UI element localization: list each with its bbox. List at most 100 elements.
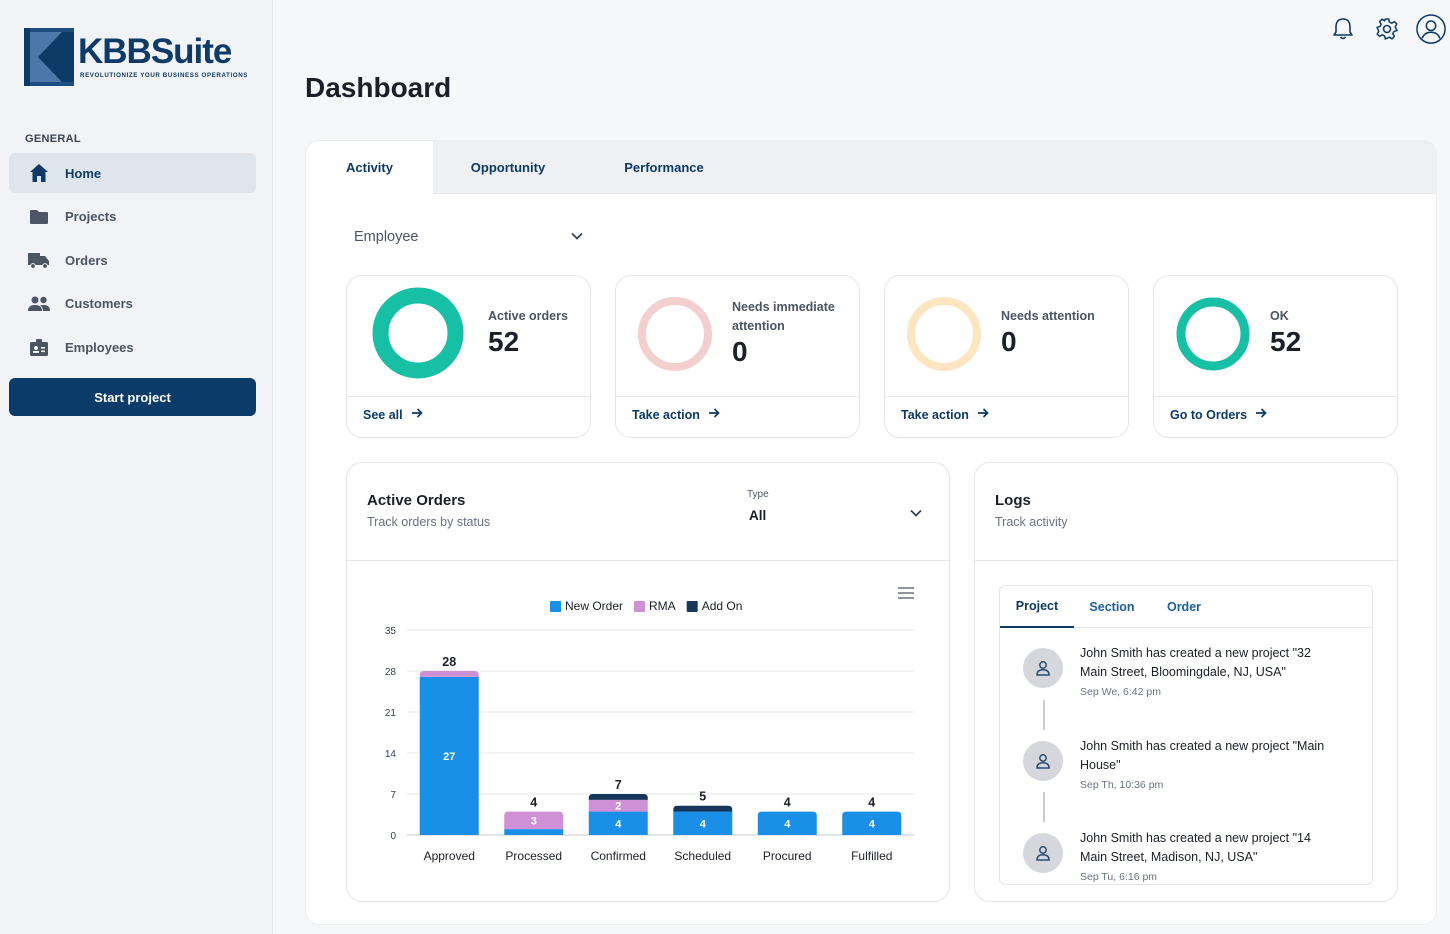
go-to-orders-link[interactable]: Go to Orders — [1170, 407, 1267, 422]
stat-card-needs-attention: Needs attention 0 Take action — [884, 275, 1129, 438]
bar-segment-label: 2 — [615, 801, 621, 813]
x-tick-label: Approved — [424, 849, 475, 863]
brand-logo[interactable]: KBBSuite REVOLUTIONIZE YOUR BUSINESS OPE… — [22, 28, 252, 88]
sidebar-item-label: Customers — [65, 296, 133, 311]
legend-swatch — [634, 601, 646, 612]
logs-panel: Project Section Order John Smith has cre… — [999, 585, 1373, 885]
bar-total-label: 28 — [442, 655, 456, 669]
log-time: Sep We, 6:42 pm — [1080, 686, 1161, 698]
stat-value: 0 — [732, 336, 748, 367]
take-action-link[interactable]: Take action — [632, 407, 720, 422]
sidebar-item-label: Orders — [65, 252, 108, 268]
bar-segment — [842, 811, 902, 835]
sidebar-item-customers[interactable]: Customers — [9, 284, 256, 324]
page-title: Dashboard — [305, 72, 452, 103]
user-icon — [1023, 741, 1063, 781]
x-tick-label: Scheduled — [674, 849, 731, 863]
sidebar-item-projects[interactable]: Projects — [9, 197, 256, 237]
stat-value: 52 — [488, 326, 520, 357]
user-icon — [1023, 833, 1063, 873]
truck-icon — [28, 249, 50, 271]
tab-bar: Activity Opportunity Performance — [306, 141, 1436, 194]
type-select[interactable]: Type All — [747, 489, 923, 529]
type-select-value: All — [749, 508, 767, 523]
arrow-right-icon — [411, 407, 423, 422]
active-orders-subtitle: Track orders by status — [367, 515, 491, 529]
link-label: Take action — [901, 407, 969, 422]
stat-card-active-orders: Active orders 52 See all — [346, 275, 591, 438]
logs-subtitle: Track activity — [995, 515, 1068, 529]
card-divider — [1154, 396, 1397, 397]
badge-icon — [28, 336, 50, 358]
active-orders-card: Active Orders Track orders by status Typ… — [346, 462, 950, 902]
bar-segment — [757, 811, 817, 835]
bar-total-label: 4 — [784, 796, 791, 810]
log-message: John Smith has created a new project "Ma… — [1080, 739, 1325, 772]
donut-ring — [372, 287, 464, 379]
x-tick-label: Confirmed — [591, 849, 646, 863]
chevron-down-icon — [570, 228, 584, 246]
stat-card-needs-immediate-attention: Needs immediate attention 0 Take action — [615, 275, 860, 438]
tab-activity[interactable]: Activity — [306, 141, 433, 194]
bar-segment-label: 4 — [869, 818, 876, 830]
legend-label: RMA — [649, 599, 676, 613]
logs-title: Logs — [995, 492, 1031, 509]
type-select-label: Type — [747, 489, 769, 500]
see-all-link[interactable]: See all — [363, 407, 423, 422]
bar-total-label: 4 — [530, 796, 537, 810]
bar-segment — [673, 811, 733, 835]
bar-segment — [419, 671, 479, 677]
logs-tab-order[interactable]: Order — [1166, 600, 1202, 614]
logs-tab-bar: Project Section Order — [1000, 586, 1372, 628]
logs-card: Logs Track activity Project Section Orde… — [974, 462, 1398, 902]
x-tick-label: Fulfilled — [851, 849, 892, 863]
bar-total-label: 5 — [699, 790, 706, 804]
timeline-connector — [1043, 792, 1045, 822]
bar-segment — [419, 676, 479, 835]
chart-menu-icon[interactable] — [897, 586, 915, 600]
legend-swatch — [550, 601, 561, 612]
folder-icon — [28, 206, 50, 228]
sidebar-item-employees[interactable]: Employees — [9, 327, 256, 367]
employee-select[interactable]: Employee — [346, 221, 590, 253]
start-project-button[interactable]: Start project — [9, 378, 256, 416]
legend-label: New Order — [565, 599, 623, 613]
tab-performance[interactable]: Performance — [624, 160, 704, 175]
link-label: See all — [363, 407, 403, 422]
bar-segment — [588, 811, 648, 835]
stat-caption: OK — [1270, 309, 1289, 323]
bar-segment-label: 3 — [531, 815, 537, 827]
logs-tab-project[interactable]: Project — [1000, 586, 1074, 628]
logs-tab-section[interactable]: Section — [1089, 600, 1135, 614]
bar-segment-label: 4 — [615, 818, 622, 830]
bar-segment-label: 4 — [784, 818, 791, 830]
stat-card-ok: OK 52 Go to Orders — [1153, 275, 1398, 438]
chevron-down-icon — [909, 505, 923, 523]
card-divider — [975, 560, 1397, 561]
stat-value: 0 — [1001, 326, 1017, 357]
bar-segment — [504, 829, 564, 835]
tab-opportunity[interactable]: Opportunity — [470, 160, 546, 175]
bar-segment-label: 4 — [700, 818, 707, 830]
gear-icon[interactable] — [1372, 14, 1402, 44]
log-message: John Smith has created a new project "32… — [1080, 646, 1311, 679]
bar-segment — [504, 811, 564, 830]
y-tick-label: 14 — [385, 749, 397, 760]
sidebar-item-home[interactable]: Home — [9, 153, 256, 193]
home-icon — [28, 162, 50, 184]
x-tick-label: Processed — [505, 849, 562, 863]
take-action-link[interactable]: Take action — [901, 407, 989, 422]
y-tick-label: 35 — [385, 626, 397, 637]
bell-icon[interactable] — [1328, 14, 1358, 44]
link-label: Take action — [632, 407, 700, 422]
y-tick-label: 28 — [385, 667, 397, 678]
bar-segment-label: 27 — [443, 751, 455, 763]
bar-segment — [673, 805, 733, 812]
user-avatar-icon[interactable] — [1416, 14, 1446, 44]
sidebar-item-label: Projects — [65, 209, 117, 224]
sidebar-item-label: Home — [65, 165, 102, 181]
sidebar-item-orders[interactable]: Orders — [9, 240, 256, 280]
y-tick-label: 7 — [390, 790, 396, 801]
log-message: John Smith has created a new project "14… — [1080, 831, 1311, 864]
